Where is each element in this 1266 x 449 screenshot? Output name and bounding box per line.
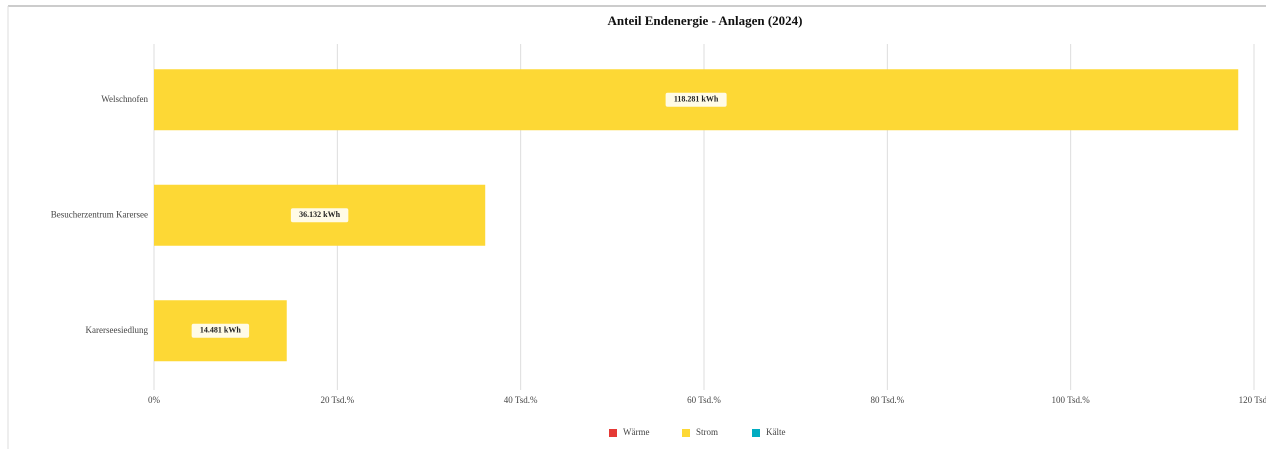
x-tick-label: 40 Tsd.%	[504, 395, 538, 405]
x-tick-label: 0%	[148, 395, 161, 405]
legend-label: Strom	[696, 427, 718, 437]
y-tick-label: Besucherzentrum Karersee	[51, 209, 148, 219]
value-label: 36.132 kWh	[299, 210, 340, 219]
value-label-box	[665, 92, 727, 107]
legend-label: Kälte	[766, 427, 786, 437]
x-tick-label: 120 Tsd.	[1239, 395, 1266, 405]
legend-label: Wärme	[623, 427, 649, 437]
legend-swatch	[752, 429, 760, 437]
x-tick-label: 20 Tsd.%	[320, 395, 354, 405]
x-tick-label: 100 Tsd.%	[1052, 395, 1091, 405]
y-tick-label: Welschnofen	[101, 94, 148, 104]
value-label: 14.481 kWh	[200, 326, 241, 335]
value-label-box	[191, 323, 250, 338]
value-label: 118.281 kWh	[674, 95, 719, 104]
x-tick-label: 80 Tsd.%	[870, 395, 904, 405]
chart-title: Anteil Endenergie - Anlagen (2024)	[608, 13, 803, 28]
legend-swatch	[609, 429, 617, 437]
legend-swatch	[682, 429, 690, 437]
value-label-box	[290, 208, 349, 223]
x-tick-label: 60 Tsd.%	[687, 395, 721, 405]
y-tick-label: Karerseesiedlung	[86, 325, 149, 335]
